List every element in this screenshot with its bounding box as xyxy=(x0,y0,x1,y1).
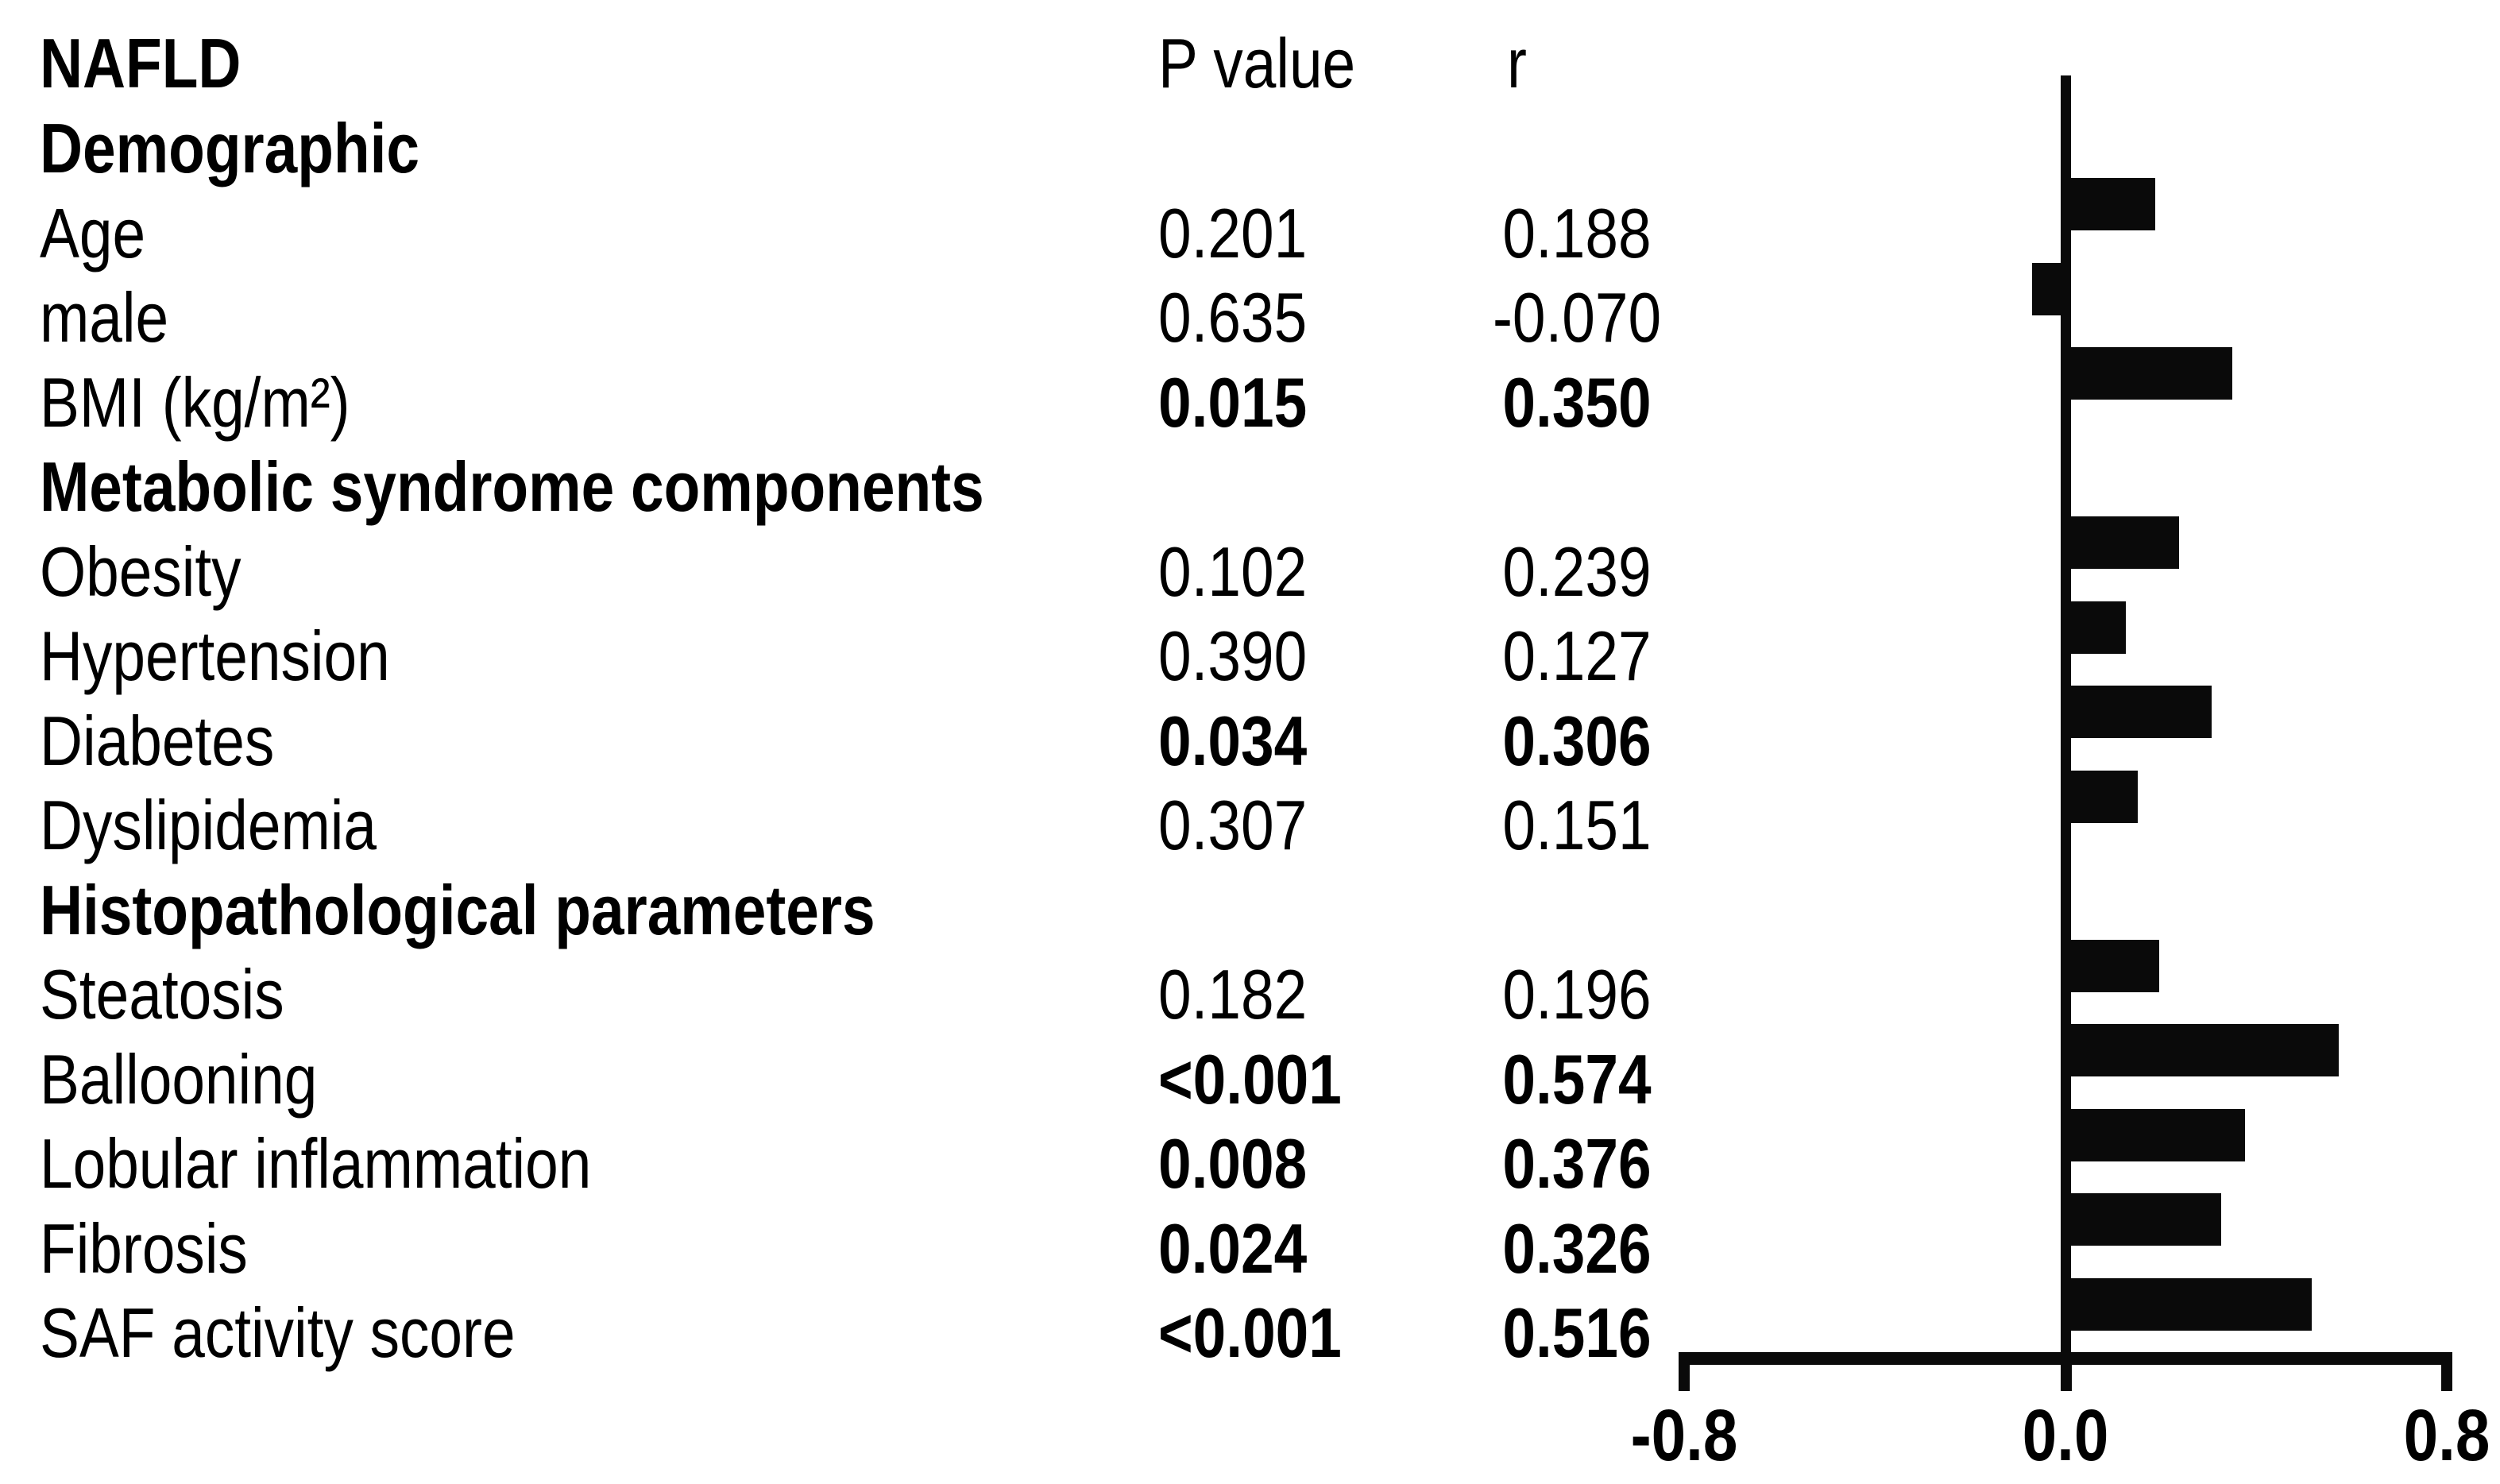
p-value: 0.024 xyxy=(1158,1208,1308,1288)
p-value: 0.182 xyxy=(1158,955,1308,1034)
r-bar xyxy=(2065,939,2159,992)
p-value: 0.390 xyxy=(1158,616,1308,695)
section-label: Demographic xyxy=(40,109,419,187)
table-header-row: NAFLD P value r xyxy=(0,21,2500,106)
x-axis-tick-left xyxy=(1679,1352,1690,1391)
table-row: Steatosis 0.182 0.196 xyxy=(0,952,2500,1037)
p-value: <0.001 xyxy=(1158,1293,1342,1372)
row-label: Lobular inflammation xyxy=(40,1124,592,1203)
p-value: 0.102 xyxy=(1158,531,1308,611)
r-value: 0.306 xyxy=(1502,701,1652,780)
p-value: 0.034 xyxy=(1158,701,1308,780)
table-row: Fibrosis 0.024 0.326 xyxy=(0,1206,2500,1291)
table-row: Hypertension 0.390 0.127 xyxy=(0,613,2500,698)
table-row: Diabetes 0.034 0.306 xyxy=(0,698,2500,783)
x-axis-label-pos: 0.8 xyxy=(2403,1395,2490,1476)
section-row: Demographic xyxy=(0,106,2500,191)
table-row: Dyslipidemia 0.307 0.151 xyxy=(0,783,2500,868)
row-label: Fibrosis xyxy=(40,1208,248,1288)
r-bar xyxy=(2065,347,2232,400)
row-label: Dyslipidemia xyxy=(40,786,377,864)
p-value-column-header: P value xyxy=(1158,24,1356,102)
r-bar xyxy=(2065,686,2212,738)
r-value: 0.151 xyxy=(1502,786,1652,864)
p-value: 0.201 xyxy=(1158,193,1308,272)
p-value: 0.015 xyxy=(1158,362,1308,442)
x-axis-label-zero: 0.0 xyxy=(2022,1395,2109,1476)
table-row: male 0.635 -0.070 xyxy=(0,275,2500,360)
r-value: 0.376 xyxy=(1502,1124,1652,1203)
p-value: 0.008 xyxy=(1158,1124,1308,1203)
row-label: Obesity xyxy=(40,531,241,611)
section-label: Histopathological parameters xyxy=(40,870,875,949)
section-row: Histopathological parameters xyxy=(0,868,2500,953)
table-row: SAF activity score <0.001 0.516 xyxy=(0,1290,2500,1375)
table-row: BMI (kg/m²) 0.015 0.350 xyxy=(0,360,2500,445)
r-bar xyxy=(2065,770,2138,823)
r-bar xyxy=(2032,262,2065,315)
row-label: BMI (kg/m²) xyxy=(40,362,350,442)
r-value: 0.127 xyxy=(1502,616,1652,695)
row-label: Hypertension xyxy=(40,616,390,695)
r-value: 0.350 xyxy=(1502,362,1652,442)
p-value: 0.635 xyxy=(1158,278,1308,357)
row-label: SAF activity score xyxy=(40,1293,516,1372)
table-row: Obesity 0.102 0.239 xyxy=(0,529,2500,614)
r-bar xyxy=(2065,516,2180,569)
r-value: 0.239 xyxy=(1502,531,1652,611)
row-label: male xyxy=(40,278,169,357)
r-value: -0.070 xyxy=(1492,278,1662,357)
section-row: Metabolic syndrome components xyxy=(0,444,2500,529)
x-axis-tick-right xyxy=(2441,1352,2452,1391)
x-axis-label-neg: -0.8 xyxy=(1630,1395,1738,1476)
p-value: <0.001 xyxy=(1158,1039,1342,1119)
row-label: Steatosis xyxy=(40,955,284,1034)
r-bar xyxy=(2065,1108,2245,1161)
r-column-header: r xyxy=(1507,24,1527,102)
r-value: 0.574 xyxy=(1502,1039,1652,1119)
r-bar xyxy=(2065,601,2127,654)
p-value: 0.307 xyxy=(1158,786,1308,864)
table-title: NAFLD xyxy=(40,24,241,102)
section-label: Metabolic syndrome components xyxy=(40,447,984,526)
table-row: Ballooning <0.001 0.574 xyxy=(0,1037,2500,1122)
r-bar xyxy=(2065,1024,2340,1076)
table-row: Age 0.201 0.188 xyxy=(0,191,2500,276)
r-value: 0.196 xyxy=(1502,955,1652,1034)
x-axis-tick-zero xyxy=(2061,1352,2072,1391)
row-label: Age xyxy=(40,193,146,272)
r-bar xyxy=(2065,1193,2221,1246)
table-row: Lobular inflammation 0.008 0.376 xyxy=(0,1121,2500,1206)
r-bar xyxy=(2065,178,2155,230)
row-label: Diabetes xyxy=(40,701,275,780)
r-bar xyxy=(2065,1277,2312,1331)
r-value: 0.188 xyxy=(1502,193,1652,272)
r-value: 0.326 xyxy=(1502,1208,1652,1288)
row-label: Ballooning xyxy=(40,1039,318,1119)
r-value: 0.516 xyxy=(1502,1293,1652,1372)
